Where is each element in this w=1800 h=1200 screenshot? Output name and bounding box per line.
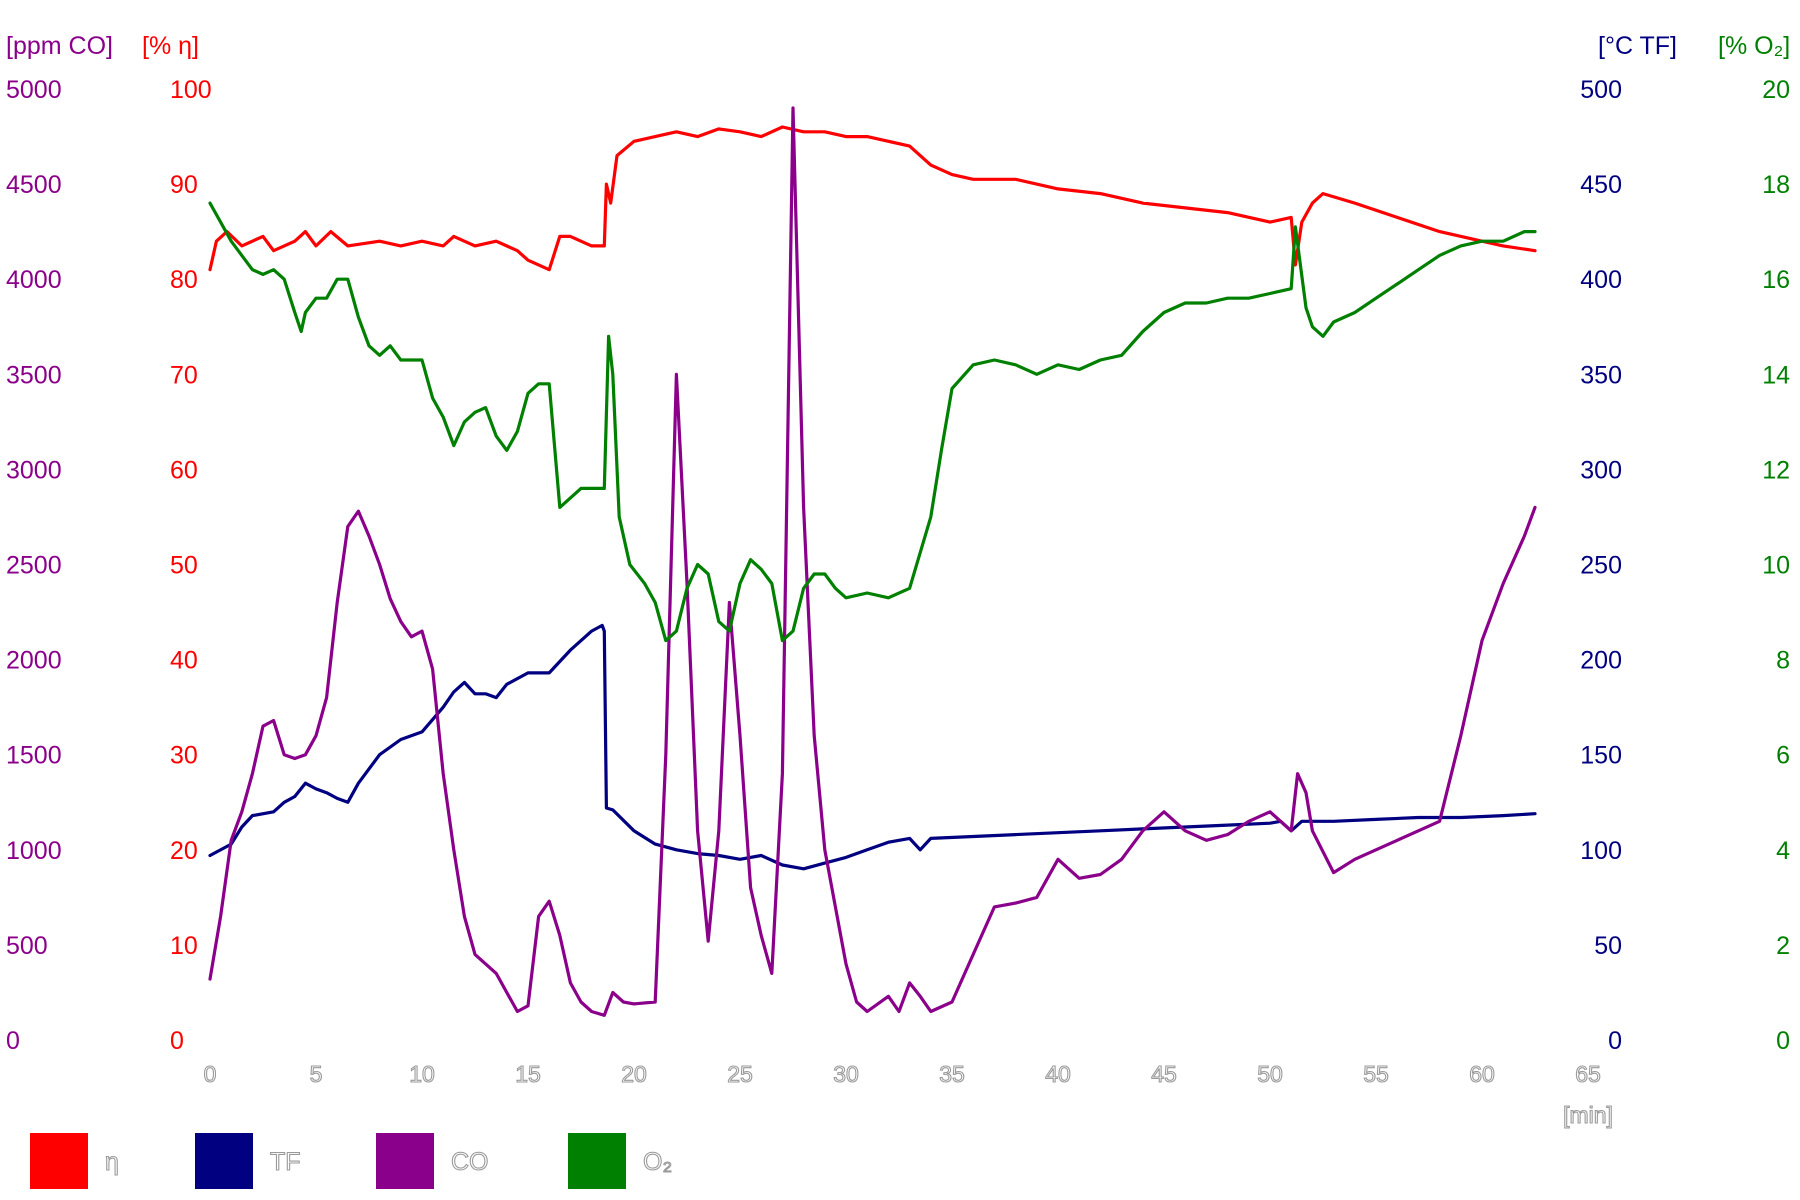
x-tick-label: 30	[833, 1061, 859, 1087]
x-tick-label: 65	[1575, 1061, 1601, 1087]
legend-label-o2: O₂	[643, 1148, 672, 1176]
x-axis-label: [min]	[1563, 1102, 1613, 1128]
o2-axis-unit-label: [% O₂]	[1718, 32, 1790, 60]
x-tick-label: 15	[515, 1061, 541, 1087]
tf-tick-label: 200	[1580, 647, 1622, 675]
x-tick-label: 0	[204, 1061, 217, 1087]
x-tick-label: 10	[409, 1061, 435, 1087]
eta-tick-label: 10	[170, 932, 198, 960]
co-tick-label: 5000	[6, 76, 62, 104]
x-tick-label: 45	[1151, 1061, 1177, 1087]
co-tick-label: 4000	[6, 266, 62, 294]
co-tick-label: 1000	[6, 837, 62, 865]
series-line-o2	[208, 201, 1537, 643]
eta-tick-label: 30	[170, 742, 198, 770]
eta-tick-label: 40	[170, 647, 198, 675]
o2-tick-label: 18	[1762, 171, 1790, 199]
o2-tick-label: 2	[1776, 932, 1790, 960]
eta-tick-label: 90	[170, 171, 198, 199]
o2-tick-label: 20	[1762, 76, 1790, 104]
co-tick-label: 3000	[6, 456, 62, 484]
legend-swatch-tf	[195, 1133, 253, 1189]
co-tick-label: 0	[6, 1027, 20, 1055]
x-tick-label: 5	[310, 1061, 323, 1087]
eta-axis-unit-label: [% η]	[142, 32, 199, 60]
series-line-co	[208, 106, 1537, 1017]
co-tick-label: 4500	[6, 171, 62, 199]
series-line-eta	[208, 125, 1537, 272]
tf-tick-label: 500	[1580, 76, 1622, 104]
co-tick-label: 2000	[6, 647, 62, 675]
tf-tick-label: 450	[1580, 171, 1622, 199]
x-tick-label: 40	[1045, 1061, 1071, 1087]
legend-swatch-co	[376, 1133, 434, 1189]
co-tick-label: 1500	[6, 742, 62, 770]
eta-tick-label: 60	[170, 456, 198, 484]
x-tick-label: 20	[621, 1061, 647, 1087]
x-tick-label: 60	[1469, 1061, 1495, 1087]
o2-tick-label: 14	[1762, 361, 1790, 389]
eta-tick-label: 50	[170, 552, 198, 580]
tf-tick-label: 150	[1580, 742, 1622, 770]
legend-label-tf: TF	[270, 1148, 301, 1176]
eta-tick-label: 70	[170, 361, 198, 389]
tf-tick-label: 250	[1580, 552, 1622, 580]
o2-tick-label: 10	[1762, 552, 1790, 580]
legend-swatch-o2	[568, 1133, 626, 1189]
eta-tick-label: 20	[170, 837, 198, 865]
o2-tick-label: 4	[1776, 837, 1790, 865]
o2-tick-label: 8	[1776, 647, 1790, 675]
co-tick-label: 3500	[6, 361, 62, 389]
tf-tick-label: 300	[1580, 456, 1622, 484]
o2-tick-label: 0	[1776, 1027, 1790, 1055]
tf-tick-label: 100	[1580, 837, 1622, 865]
eta-tick-label: 100	[170, 76, 212, 104]
x-tick-label: 55	[1363, 1061, 1389, 1087]
tf-axis-unit-label: [°C TF]	[1598, 32, 1677, 60]
x-tick-label: 50	[1257, 1061, 1283, 1087]
series-line-tf	[208, 623, 1537, 871]
x-tick-label: 25	[727, 1061, 753, 1087]
eta-tick-label: 80	[170, 266, 198, 294]
x-tick-label: 35	[939, 1061, 965, 1087]
eta-tick-label: 0	[170, 1027, 184, 1055]
series-group	[208, 106, 1537, 1017]
legend-swatch-eta	[30, 1133, 88, 1189]
legend-label-co: CO	[451, 1148, 489, 1176]
co-axis-unit-label: [ppm CO]	[6, 32, 113, 60]
o2-tick-label: 16	[1762, 266, 1790, 294]
o2-tick-label: 6	[1776, 742, 1790, 770]
co-tick-label: 2500	[6, 552, 62, 580]
tf-tick-label: 50	[1594, 932, 1622, 960]
legend-label-eta: η	[105, 1148, 119, 1176]
legend: η TF CO O₂	[30, 1133, 673, 1189]
tf-tick-label: 400	[1580, 266, 1622, 294]
x-axis: 0 5 10 15 20 25 30 35 40 45 50 55 60 65 [min]	[203, 1060, 1613, 1128]
tf-tick-label: 0	[1608, 1027, 1622, 1055]
co-tick-label: 500	[6, 932, 48, 960]
tf-tick-label: 350	[1580, 361, 1622, 389]
axis-labels: [ppm CO]05001000150020002500300035004000…	[6, 32, 1790, 1055]
o2-tick-label: 12	[1762, 456, 1790, 484]
